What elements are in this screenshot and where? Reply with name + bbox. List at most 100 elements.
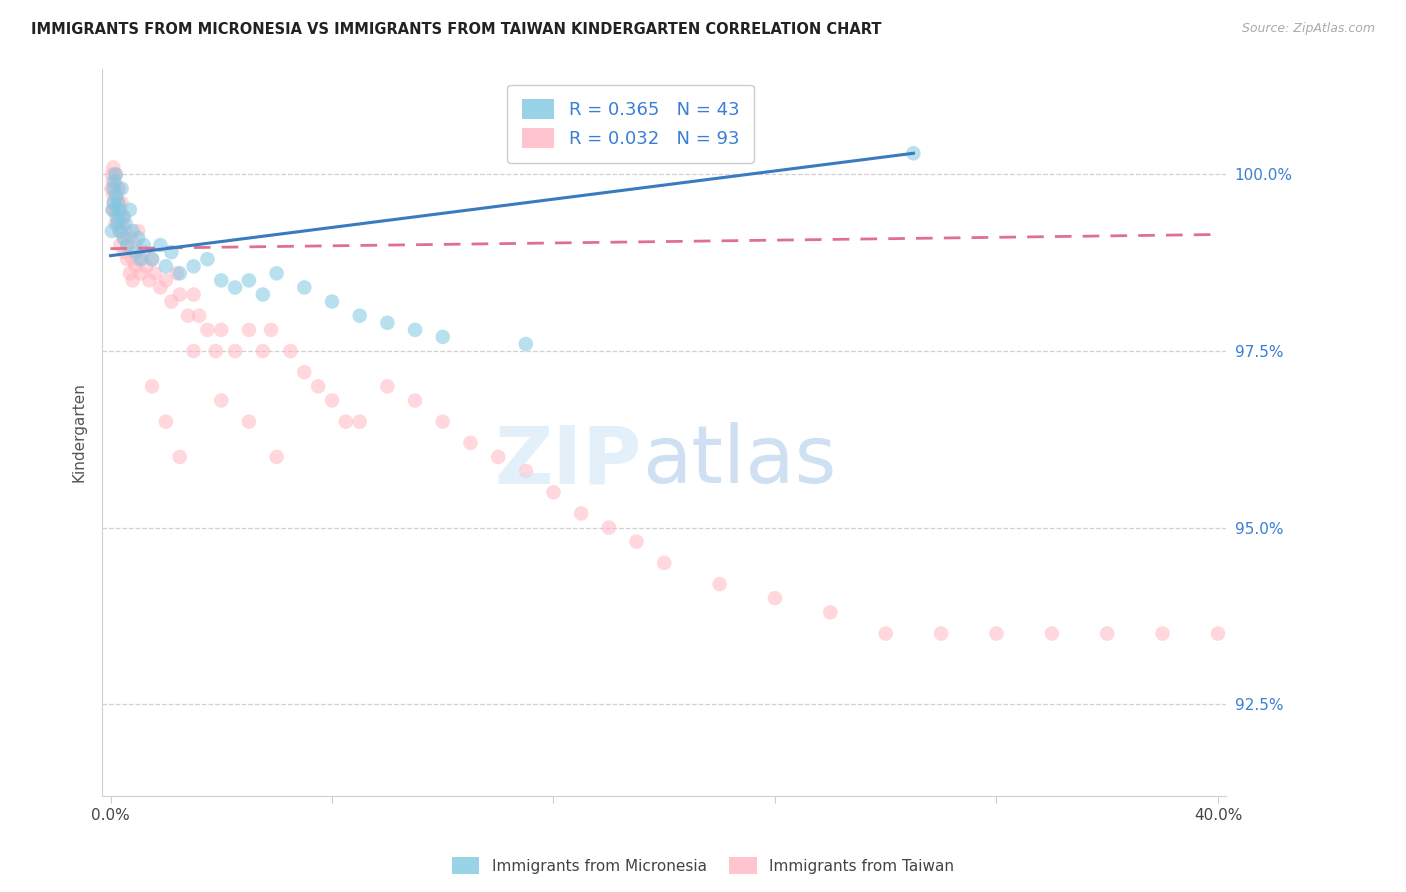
Point	[486, 450, 509, 464]
Point	[105, 210, 128, 224]
Point	[252, 344, 274, 359]
Point	[118, 266, 141, 280]
Point	[110, 195, 132, 210]
Text: IMMIGRANTS FROM MICRONESIA VS IMMIGRANTS FROM TAIWAN KINDERGARTEN CORRELATION CH: IMMIGRANTS FROM MICRONESIA VS IMMIGRANTS…	[31, 22, 882, 37]
Point	[709, 577, 731, 591]
Point	[335, 415, 357, 429]
Point	[166, 266, 188, 280]
Point	[103, 195, 125, 210]
Legend: R = 0.365   N = 43, R = 0.032   N = 93: R = 0.365 N = 43, R = 0.032 N = 93	[508, 85, 754, 162]
Point	[177, 309, 200, 323]
Point	[515, 464, 537, 478]
Point	[598, 520, 620, 534]
Point	[112, 210, 135, 224]
Point	[141, 252, 163, 267]
Point	[986, 626, 1008, 640]
Point	[121, 252, 143, 267]
Point	[132, 245, 155, 260]
Point	[1152, 626, 1174, 640]
Point	[141, 379, 163, 393]
Point	[377, 316, 399, 330]
Point	[103, 181, 125, 195]
Point	[132, 238, 155, 252]
Point	[183, 260, 205, 274]
Point	[155, 415, 177, 429]
Point	[155, 273, 177, 287]
Point	[209, 323, 232, 337]
Y-axis label: Kindergarten: Kindergarten	[72, 383, 86, 483]
Point	[108, 202, 131, 217]
Point	[197, 323, 219, 337]
Point	[292, 280, 315, 294]
Point	[105, 188, 128, 202]
Point	[138, 273, 160, 287]
Point	[108, 202, 131, 217]
Text: Source: ZipAtlas.com: Source: ZipAtlas.com	[1241, 22, 1375, 36]
Point	[515, 337, 537, 351]
Point	[121, 224, 143, 238]
Point	[209, 273, 232, 287]
Point	[104, 168, 127, 182]
Point	[155, 260, 177, 274]
Point	[110, 181, 132, 195]
Point	[349, 309, 371, 323]
Text: ZIP: ZIP	[495, 422, 641, 500]
Point	[108, 181, 131, 195]
Point	[652, 556, 675, 570]
Point	[111, 231, 134, 245]
Point	[101, 224, 124, 238]
Point	[149, 280, 172, 294]
Point	[238, 323, 260, 337]
Point	[121, 273, 143, 287]
Point	[1040, 626, 1063, 640]
Point	[105, 188, 128, 202]
Point	[160, 294, 183, 309]
Point	[820, 605, 842, 619]
Point	[114, 217, 136, 231]
Point	[280, 344, 302, 359]
Point	[114, 224, 136, 238]
Point	[460, 435, 482, 450]
Point	[124, 260, 146, 274]
Point	[238, 415, 260, 429]
Point	[169, 287, 191, 301]
Point	[104, 175, 127, 189]
Point	[224, 344, 246, 359]
Point	[101, 175, 124, 189]
Point	[183, 344, 205, 359]
Point	[108, 224, 131, 238]
Point	[307, 379, 329, 393]
Point	[104, 168, 127, 182]
Point	[197, 252, 219, 267]
Point	[104, 202, 127, 217]
Point	[129, 252, 152, 267]
Point	[169, 450, 191, 464]
Point	[160, 245, 183, 260]
Point	[292, 365, 315, 379]
Point	[321, 294, 343, 309]
Point	[129, 266, 152, 280]
Point	[209, 393, 232, 408]
Point	[1206, 626, 1229, 640]
Point	[115, 238, 138, 252]
Point	[110, 217, 132, 231]
Point	[252, 287, 274, 301]
Point	[127, 224, 149, 238]
Point	[105, 202, 128, 217]
Point	[903, 146, 925, 161]
Point	[349, 415, 371, 429]
Point	[124, 238, 146, 252]
Point	[127, 252, 149, 267]
Point	[404, 393, 426, 408]
Point	[321, 393, 343, 408]
Point	[100, 181, 122, 195]
Point	[169, 266, 191, 280]
Point	[1095, 626, 1118, 640]
Point	[101, 168, 124, 182]
Point	[108, 238, 131, 252]
Point	[266, 266, 288, 280]
Point	[118, 231, 141, 245]
Point	[105, 168, 128, 182]
Point	[141, 252, 163, 267]
Point	[107, 195, 129, 210]
